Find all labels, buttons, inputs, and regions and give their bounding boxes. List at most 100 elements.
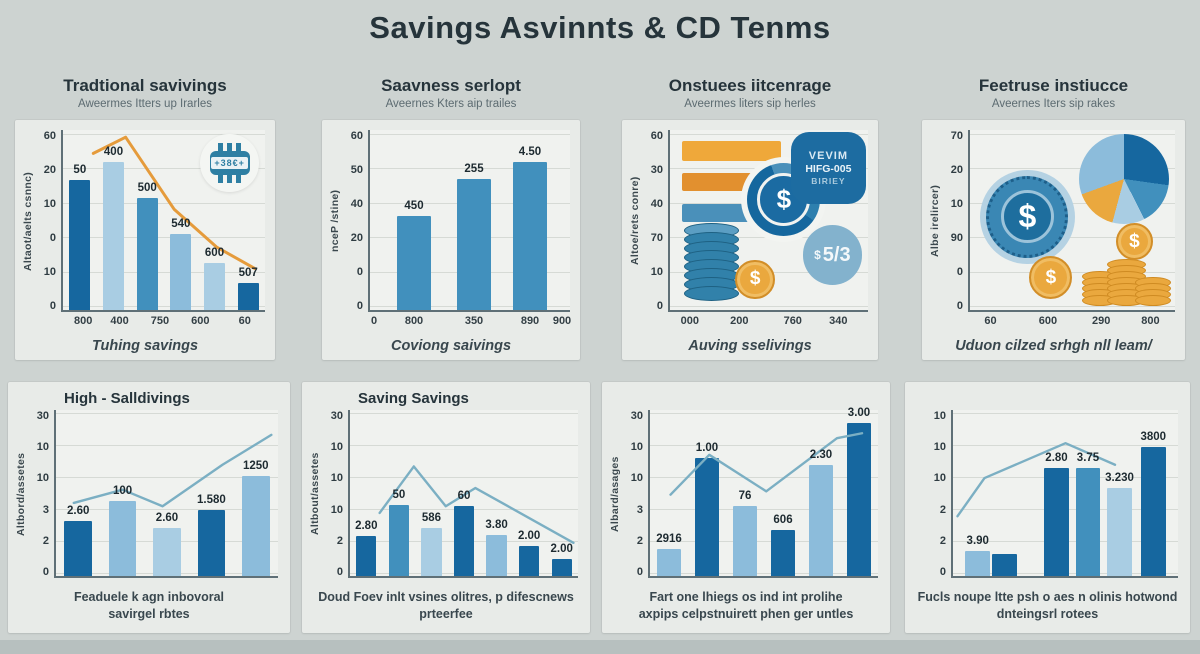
gold-coin [1135,295,1171,307]
y-tick: 10 [330,441,343,454]
chart-card: Albard/asages 30 10 10 3 2 0 2916 1.00 76 606 2.3… [602,382,890,633]
y-tick: 0 [356,300,363,312]
orange-bar-2 [681,173,758,192]
chart-card: Altoe/rets conre) 60 30 40 70 10 0 000 200 760 3… [622,120,878,360]
gold-coin-stack [1135,277,1171,307]
bar [847,423,871,576]
bar-value-label: 2.30 [809,448,833,461]
caption-line-1: Doud Foev inlt vsines olitres, p difescn… [318,590,574,605]
bar [486,534,507,576]
y-tick: 50 [350,164,363,176]
x-tick: 750 [150,315,170,327]
y-tick: 3 [42,503,49,516]
caption-line-2: prteerfee [419,607,473,622]
y-tick: 0 [356,266,363,278]
gridline [56,477,278,479]
y-axis-label: Altaot/aelts csnnc) [22,171,34,271]
y-tick: 2 [42,534,49,547]
plot-area: 60 600 290 800 $ $ $ [968,130,1175,327]
chart-caption: Fucls noupe ltte psh o aes n olinis hotw… [905,589,1190,623]
y-axis-ticks: 30 10 10 3 2 0 [622,410,648,578]
trend-line [56,410,278,576]
x-tick: 000 [680,315,699,327]
bar [388,504,409,576]
chart-area: Altbout/assetes 30 10 10 10 2 0 2.80 50 586 60 3.… [308,410,578,578]
bar-value-label: 606 [773,513,793,526]
plot-area: 2916 1.00 76 606 2.30 3.00 [648,407,878,578]
y-axis-ticks: 10 10 10 2 2 0 [925,410,951,578]
machine-icon-body: +38€+ [209,151,250,175]
x-tick: 340 [829,315,848,327]
gridline [56,508,278,510]
gridline [970,168,1175,170]
dollar-symbol: $ [1000,190,1054,244]
y-tick: 10 [330,472,343,485]
y-axis-ticks: 30 10 10 3 2 0 [28,410,54,578]
x-tick: 600 [191,315,210,327]
gridline [650,413,878,415]
chart-area: Altoe/rets conre) 60 30 40 70 10 0 000 200 760 3… [628,130,868,327]
gridline [970,237,1175,239]
panel-title: Feetruse instiucce [978,76,1129,95]
y-tick: 20 [43,164,56,176]
plot-area: 3.90 2.80 3.75 3.230 3800 [951,410,1178,578]
orange-bar-1 [681,140,781,161]
gold-coin-stacks: $ [1081,220,1171,307]
y-tick: 10 [950,198,963,210]
bar [992,554,1018,576]
bar-value-label: 1.580 [197,493,226,506]
panel-header: Onstuees iitcenrage Aveermes liters sip … [622,76,878,116]
chart-caption: Feaduele k agn inbovoral savirgel rbtes [8,589,290,623]
x-tick: 890 [520,315,540,327]
panel-onstuees-iitcenrage: Onstuees iitcenrage Aveermes liters sip … [622,76,878,362]
bar [733,506,757,576]
gridline [370,168,570,170]
bar [103,162,124,310]
badge-line-3: BIRIEY [811,175,846,186]
gridline [63,306,265,308]
caption-line-1: Fart one lhiegs os ind int prolihe [649,590,843,605]
pie-chart-icon [1078,133,1169,224]
x-tick: 760 [783,315,802,327]
gridline [56,413,278,415]
y-tick: 60 [650,130,663,142]
y-tick: 2 [336,534,343,547]
gridline [953,445,1178,447]
y-tick: 3 [636,503,643,516]
x-axis-title: Uduon cilzed srhgh nll leam/ [955,338,1152,354]
gridline [56,445,278,447]
x-tick: 800 [404,315,424,327]
panel-header: Feetruse instiucce Aveernes Iters sip ra… [922,76,1185,116]
panel-subtitle: Aweermes Itters up Irarles [77,98,212,110]
panel-subtitle: Aveernes Iters sip rakes [991,98,1116,110]
x-tick: 900 [552,315,572,327]
bar [1107,488,1132,576]
y-tick: 0 [956,300,963,312]
y-tick: 0 [939,565,946,578]
x-tick: 400 [110,315,129,327]
bar [965,551,991,576]
x-tick: 0 [370,315,378,327]
bar-value-label: 100 [113,485,133,498]
y-tick: 20 [350,232,363,244]
caption-line-1: Feaduele k agn inbovoral [73,590,225,605]
gridline [970,306,1175,308]
x-axis-title: Tuhing savings [91,338,199,354]
y-tick: 2 [939,534,946,547]
y-tick: 10 [36,472,49,485]
bar [69,180,91,310]
bar [242,476,270,576]
bar [457,178,491,310]
y-tick: 10 [43,198,56,210]
y-axis-label [911,410,925,578]
machine-icon-prongs [217,142,242,152]
y-axis-label: Altbout/assetes [309,452,321,536]
chart-caption: Fart one lhiegs os ind int prolihe axpip… [602,589,890,623]
gold-dollar-coin: $ [1029,256,1073,300]
chart-area: Altaot/aelts csnnc) 60 20 10 0 10 0 800 400 750… [21,130,265,327]
bar [356,536,377,576]
panel-high-salldivings: High - Salldivings Altbord/assetes 30 10 1… [8,382,290,633]
y-tick: 70 [950,130,963,142]
x-tick: 350 [464,315,484,327]
bar [551,559,572,576]
